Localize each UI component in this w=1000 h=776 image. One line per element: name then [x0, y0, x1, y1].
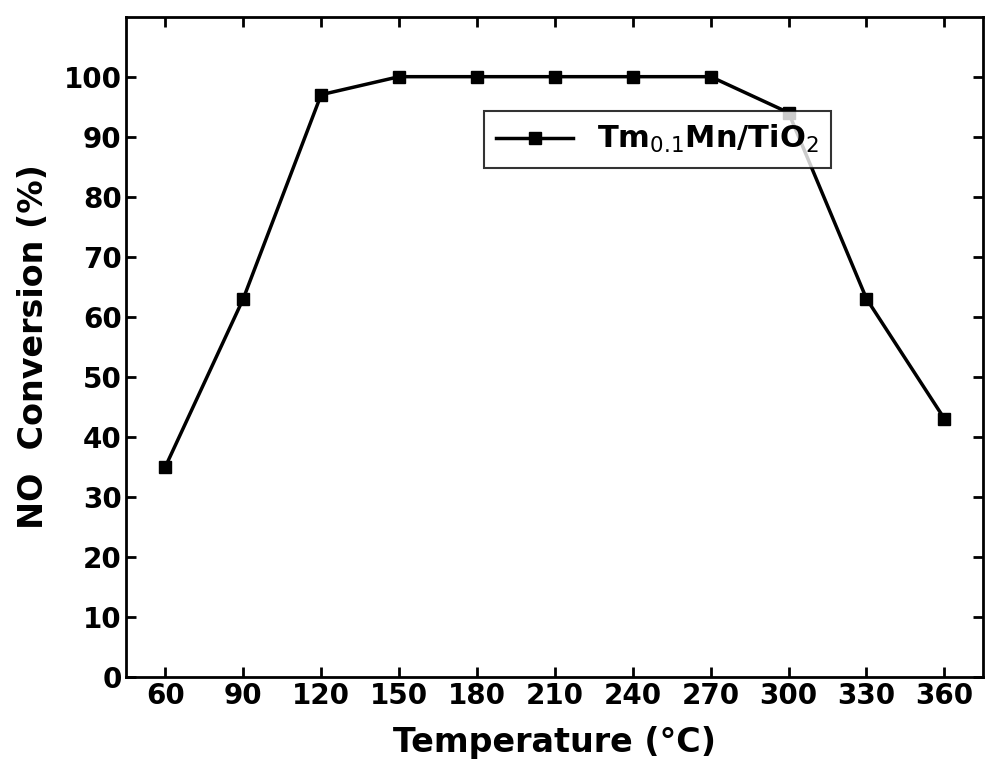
X-axis label: Temperature (°C): Temperature (°C): [393, 726, 716, 760]
Legend: Tm$_{0.1}$Mn/TiO$_2$: Tm$_{0.1}$Mn/TiO$_2$: [484, 111, 831, 168]
Y-axis label: NO  Conversion (%): NO Conversion (%): [17, 165, 50, 529]
